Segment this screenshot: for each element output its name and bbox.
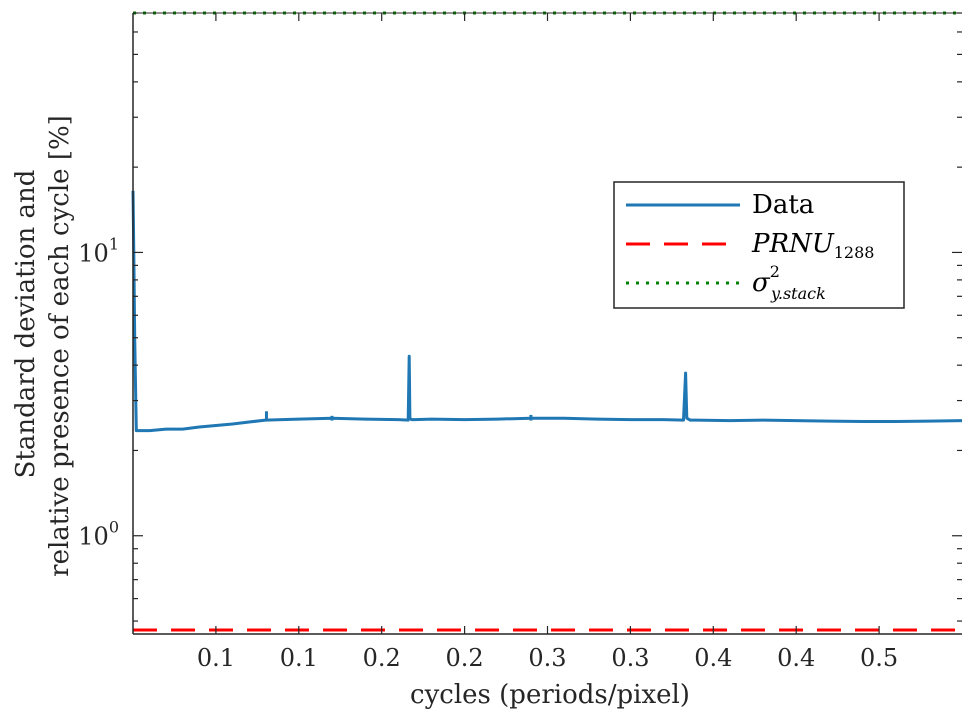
x-tick-label-3: 0.2 — [446, 644, 484, 672]
y-tick-label-0: 100 — [78, 518, 119, 551]
x-tick-label-8: 0.5 — [860, 644, 898, 672]
y-tick-label-1: 101 — [78, 234, 119, 267]
x-tick-label-6: 0.4 — [694, 644, 732, 672]
y-axis-label-line-1: Standard deviation and — [11, 170, 41, 479]
legend-label-prnu: PRNU1288 — [751, 229, 874, 262]
legend-label-data: Data — [752, 190, 814, 220]
x-axis-label: cycles (periods/pixel) — [410, 680, 690, 710]
x-tick-label-2: 0.2 — [363, 644, 401, 672]
legend: Data PRNU1288 σ2 y.stack — [613, 181, 905, 309]
y-tick-label-exponent-0: 0 — [109, 518, 119, 537]
legend-box — [613, 181, 905, 309]
legend-label-sigma-name: σ — [752, 268, 771, 298]
legend-label-prnu-subscript: 1288 — [834, 243, 875, 262]
x-tick-label-7: 0.4 — [777, 644, 815, 672]
x-tick-label-0: 0.1 — [197, 644, 235, 672]
plot-background — [133, 13, 962, 634]
y-tick-label-exponent-1: 1 — [109, 234, 119, 253]
legend-label-sigma-superscript: 2 — [770, 262, 780, 281]
plot-area — [131, 11, 963, 635]
legend-label-sigma: σ2 y.stack — [752, 262, 826, 303]
x-tick-label-1: 0.1 — [280, 644, 318, 672]
series-data-line — [131, 190, 963, 433]
x-tick-label-5: 0.3 — [611, 644, 649, 672]
legend-label-sigma-subscript: y.stack — [770, 284, 826, 303]
legend-label-prnu-name: PRNU — [751, 229, 835, 259]
x-tick-label-4: 0.3 — [528, 644, 566, 672]
y-tick-label-base-1: 10 — [78, 239, 109, 267]
y-axis-label-line-2: relative presence of each cycle [%] — [45, 115, 75, 577]
x-axis: 0.1 0.1 0.2 0.2 0.3 0.3 0.4 0.4 0.5 — [197, 13, 898, 672]
y-tick-label-base-0: 10 — [78, 523, 109, 551]
